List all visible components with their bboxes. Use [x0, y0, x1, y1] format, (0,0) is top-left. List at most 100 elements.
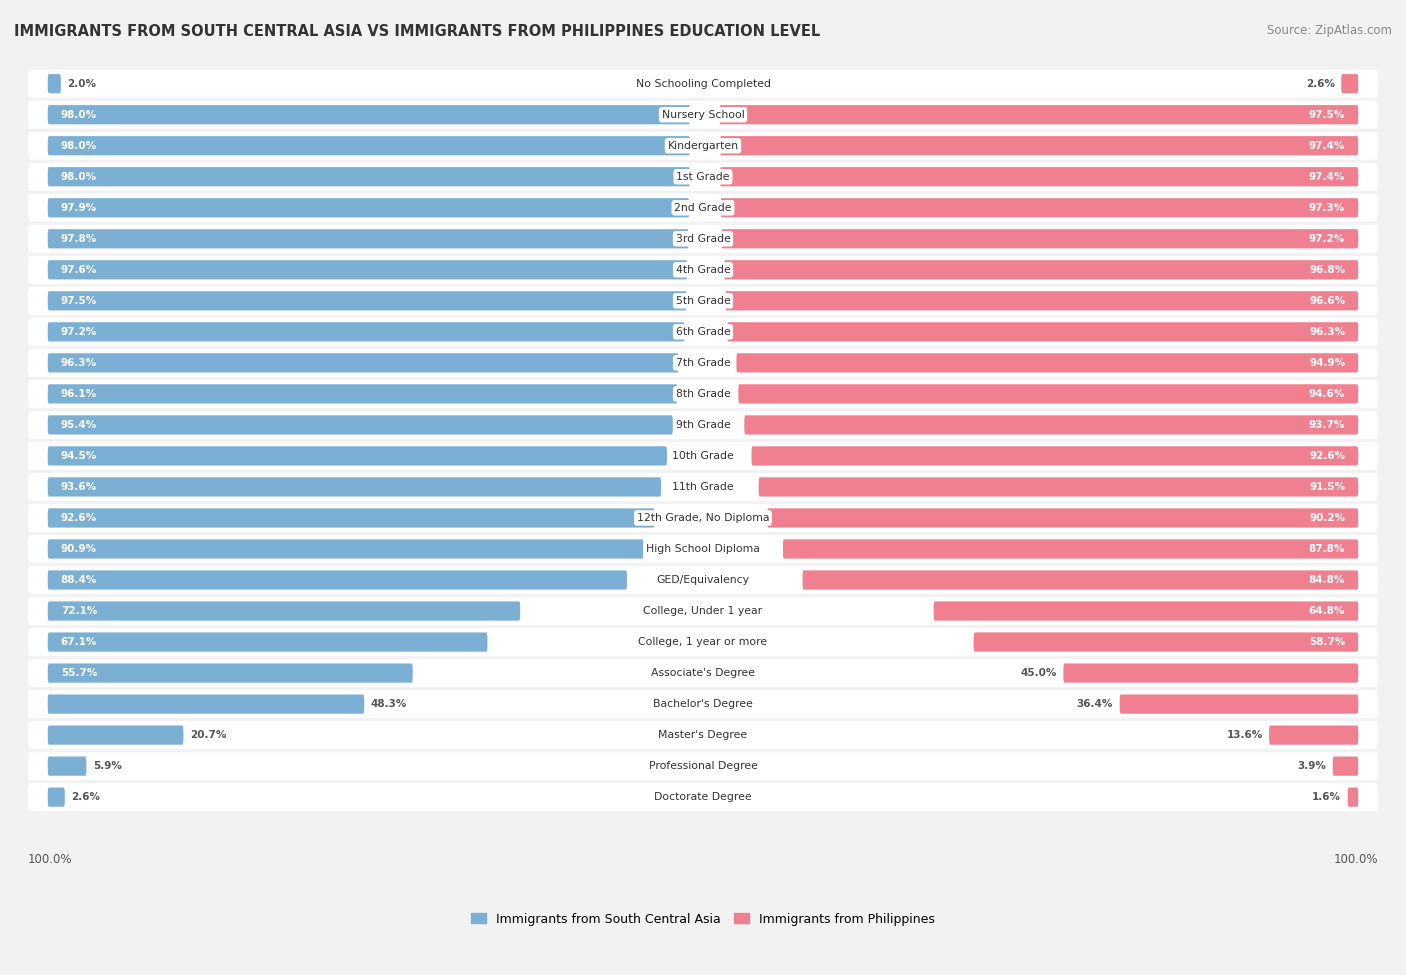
Text: 3rd Grade: 3rd Grade [675, 234, 731, 244]
Text: 94.5%: 94.5% [60, 450, 97, 461]
Text: 94.9%: 94.9% [1309, 358, 1346, 368]
Text: 48.3%: 48.3% [371, 699, 408, 709]
Text: 1st Grade: 1st Grade [676, 172, 730, 181]
Text: 96.8%: 96.8% [1309, 265, 1346, 275]
FancyBboxPatch shape [28, 225, 1378, 253]
Text: 7th Grade: 7th Grade [676, 358, 730, 368]
Text: 2.0%: 2.0% [67, 79, 97, 89]
Text: Source: ZipAtlas.com: Source: ZipAtlas.com [1267, 24, 1392, 37]
FancyBboxPatch shape [48, 260, 688, 280]
Text: College, 1 year or more: College, 1 year or more [638, 637, 768, 647]
FancyBboxPatch shape [48, 229, 689, 249]
Text: 95.4%: 95.4% [60, 420, 97, 430]
Text: College, Under 1 year: College, Under 1 year [644, 606, 762, 616]
Text: 97.2%: 97.2% [60, 327, 97, 336]
FancyBboxPatch shape [738, 384, 1358, 404]
Text: Bachelor's Degree: Bachelor's Degree [652, 699, 754, 709]
FancyBboxPatch shape [28, 349, 1378, 376]
Text: 88.4%: 88.4% [60, 575, 97, 585]
Text: 97.3%: 97.3% [1309, 203, 1346, 213]
FancyBboxPatch shape [48, 757, 86, 776]
Text: 1.6%: 1.6% [1312, 792, 1341, 802]
Text: 93.7%: 93.7% [1309, 420, 1346, 430]
Text: 91.5%: 91.5% [1309, 482, 1346, 492]
FancyBboxPatch shape [48, 353, 679, 372]
FancyBboxPatch shape [720, 136, 1358, 155]
Text: 3.9%: 3.9% [1298, 761, 1326, 771]
Text: 97.8%: 97.8% [60, 234, 97, 244]
Text: 97.9%: 97.9% [60, 203, 97, 213]
FancyBboxPatch shape [28, 70, 1378, 98]
FancyBboxPatch shape [28, 504, 1378, 532]
Text: 98.0%: 98.0% [60, 110, 97, 120]
Text: 97.4%: 97.4% [1309, 172, 1346, 181]
FancyBboxPatch shape [48, 478, 661, 496]
Text: 96.6%: 96.6% [1309, 295, 1346, 306]
Text: 92.6%: 92.6% [1309, 450, 1346, 461]
FancyBboxPatch shape [48, 167, 690, 186]
Text: High School Diploma: High School Diploma [647, 544, 759, 554]
FancyBboxPatch shape [48, 539, 644, 559]
FancyBboxPatch shape [759, 478, 1358, 496]
FancyBboxPatch shape [28, 287, 1378, 315]
FancyBboxPatch shape [48, 198, 689, 217]
Text: 97.5%: 97.5% [60, 295, 97, 306]
Text: 8th Grade: 8th Grade [676, 389, 730, 399]
Text: 67.1%: 67.1% [60, 637, 97, 647]
Text: 100.0%: 100.0% [1333, 853, 1378, 866]
FancyBboxPatch shape [751, 447, 1358, 465]
FancyBboxPatch shape [28, 163, 1378, 191]
FancyBboxPatch shape [48, 105, 690, 125]
Text: IMMIGRANTS FROM SOUTH CENTRAL ASIA VS IMMIGRANTS FROM PHILIPPINES EDUCATION LEVE: IMMIGRANTS FROM SOUTH CENTRAL ASIA VS IM… [14, 24, 820, 39]
FancyBboxPatch shape [28, 783, 1378, 811]
Text: 100.0%: 100.0% [28, 853, 73, 866]
Text: 36.4%: 36.4% [1077, 699, 1114, 709]
Text: 72.1%: 72.1% [60, 606, 97, 616]
FancyBboxPatch shape [721, 229, 1358, 249]
Text: Associate's Degree: Associate's Degree [651, 668, 755, 678]
FancyBboxPatch shape [1270, 725, 1358, 745]
Text: 90.2%: 90.2% [1309, 513, 1346, 523]
FancyBboxPatch shape [934, 602, 1358, 621]
FancyBboxPatch shape [48, 602, 520, 621]
Text: 20.7%: 20.7% [190, 730, 226, 740]
Text: 5th Grade: 5th Grade [676, 295, 730, 306]
FancyBboxPatch shape [1341, 74, 1358, 94]
Text: 97.5%: 97.5% [1309, 110, 1346, 120]
FancyBboxPatch shape [28, 628, 1378, 656]
Text: 58.7%: 58.7% [1309, 637, 1346, 647]
Text: 13.6%: 13.6% [1226, 730, 1263, 740]
FancyBboxPatch shape [48, 384, 678, 404]
Text: 55.7%: 55.7% [60, 668, 97, 678]
FancyBboxPatch shape [28, 722, 1378, 749]
FancyBboxPatch shape [48, 694, 364, 714]
FancyBboxPatch shape [28, 597, 1378, 625]
Text: 93.6%: 93.6% [60, 482, 97, 492]
FancyBboxPatch shape [28, 194, 1378, 221]
FancyBboxPatch shape [28, 535, 1378, 563]
Text: 5.9%: 5.9% [93, 761, 122, 771]
Text: 11th Grade: 11th Grade [672, 482, 734, 492]
Text: 90.9%: 90.9% [60, 544, 97, 554]
FancyBboxPatch shape [48, 136, 690, 155]
FancyBboxPatch shape [783, 539, 1358, 559]
FancyBboxPatch shape [48, 508, 655, 527]
FancyBboxPatch shape [48, 570, 627, 590]
Text: 84.8%: 84.8% [1309, 575, 1346, 585]
FancyBboxPatch shape [28, 442, 1378, 470]
Text: No Schooling Completed: No Schooling Completed [636, 79, 770, 89]
FancyBboxPatch shape [48, 633, 488, 651]
FancyBboxPatch shape [28, 659, 1378, 687]
Text: 97.2%: 97.2% [1309, 234, 1346, 244]
Text: Doctorate Degree: Doctorate Degree [654, 792, 752, 802]
FancyBboxPatch shape [720, 105, 1358, 125]
Text: 2.6%: 2.6% [1306, 79, 1334, 89]
Text: Kindergarten: Kindergarten [668, 140, 738, 151]
FancyBboxPatch shape [725, 292, 1358, 310]
Text: 98.0%: 98.0% [60, 140, 97, 151]
FancyBboxPatch shape [28, 473, 1378, 501]
Text: 64.8%: 64.8% [1309, 606, 1346, 616]
Text: 96.3%: 96.3% [60, 358, 97, 368]
Text: GED/Equivalency: GED/Equivalency [657, 575, 749, 585]
FancyBboxPatch shape [28, 132, 1378, 160]
